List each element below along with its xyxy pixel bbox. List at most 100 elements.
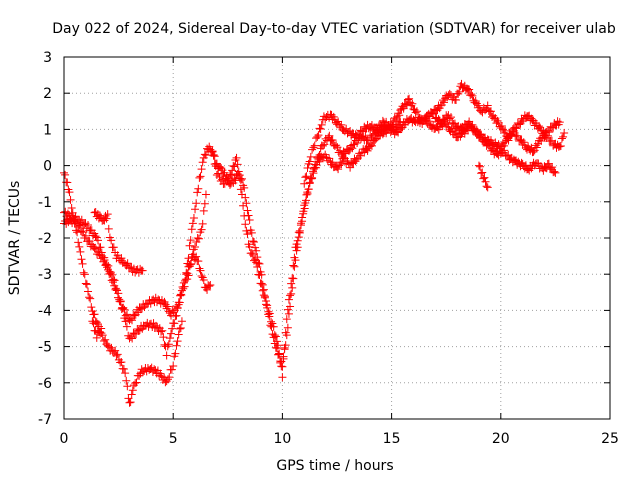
data-point [106, 269, 115, 278]
data-point [352, 155, 361, 164]
data-point [506, 130, 515, 139]
data-point [61, 170, 70, 179]
data-point [240, 211, 249, 220]
data-point [288, 283, 297, 292]
data-point [174, 330, 183, 339]
data-point [289, 261, 298, 270]
data-point [171, 312, 180, 321]
data-point [310, 141, 319, 150]
data-point [560, 129, 569, 138]
data-point [81, 231, 90, 240]
chart-title: Day 022 of 2024, Sidereal Day-to-day VTE… [52, 21, 616, 37]
data-point [122, 376, 131, 385]
data-point [236, 185, 245, 194]
data-point [146, 299, 155, 308]
data-point [245, 215, 254, 224]
data-point [302, 172, 311, 181]
data-point [85, 293, 94, 302]
data-point [209, 150, 218, 159]
data-point [195, 264, 204, 273]
data-point [123, 382, 132, 391]
data-point [248, 237, 257, 246]
data-point [160, 340, 169, 349]
data-point [300, 204, 309, 213]
series-track-3 [60, 168, 186, 407]
data-point [227, 171, 236, 180]
data-point [110, 281, 119, 290]
series-track-5 [90, 207, 147, 277]
data-point [478, 168, 487, 177]
data-point [257, 279, 266, 288]
data-point [436, 119, 445, 128]
data-point [112, 351, 121, 360]
data-point [74, 238, 83, 247]
data-point [325, 131, 334, 140]
data-point [163, 342, 172, 351]
data-point [455, 87, 464, 96]
series-track-4 [88, 317, 106, 342]
data-point [274, 341, 283, 350]
data-point [269, 322, 278, 331]
data-point [197, 272, 206, 281]
data-point [162, 377, 171, 386]
data-point [454, 89, 463, 98]
y-tick-label: -2 [38, 231, 52, 247]
data-point [199, 206, 208, 215]
data-point [259, 291, 268, 300]
data-point [159, 333, 168, 342]
data-point [78, 259, 87, 268]
data-point [184, 254, 193, 263]
data-point [252, 246, 261, 255]
data-point [103, 210, 112, 219]
y-axis-label: SDTVAR / TECUs [7, 181, 23, 296]
data-point [482, 182, 491, 191]
data-point [176, 323, 185, 332]
data-point [500, 141, 509, 150]
data-point [193, 234, 202, 243]
data-point [481, 177, 490, 186]
data-point [325, 154, 334, 163]
data-point [334, 117, 343, 126]
data-point [493, 116, 502, 125]
data-point [187, 260, 196, 269]
data-point [252, 258, 261, 267]
data-point [276, 358, 285, 367]
data-point [445, 114, 454, 123]
data-point [234, 171, 243, 179]
data-point [103, 341, 112, 350]
data-point [395, 111, 404, 120]
data-point [197, 165, 206, 174]
data-point [293, 236, 302, 245]
data-point [183, 275, 192, 284]
data-point [126, 398, 135, 407]
data-point [265, 309, 274, 318]
data-point [532, 143, 541, 152]
data-point [165, 334, 174, 343]
data-point [65, 188, 74, 197]
data-point [232, 153, 241, 162]
data-point [182, 270, 191, 279]
data-point [243, 230, 252, 239]
data-point [544, 159, 553, 168]
data-point [467, 90, 476, 99]
data-point [262, 300, 271, 309]
data-point [483, 135, 492, 144]
data-point [447, 113, 456, 122]
data-point [208, 147, 217, 156]
data-point [186, 236, 195, 245]
data-point [107, 276, 116, 285]
data-point [79, 268, 88, 277]
data-point [167, 365, 176, 374]
data-point [162, 351, 171, 360]
data-point [529, 147, 538, 156]
data-point [543, 131, 552, 140]
data-point [373, 126, 382, 135]
data-point [180, 282, 189, 291]
data-point [188, 219, 197, 228]
data-point [255, 271, 264, 280]
data-point [366, 140, 375, 149]
data-point [75, 242, 84, 251]
data-point [304, 185, 313, 194]
data-point [514, 157, 523, 166]
data-point [102, 214, 111, 223]
